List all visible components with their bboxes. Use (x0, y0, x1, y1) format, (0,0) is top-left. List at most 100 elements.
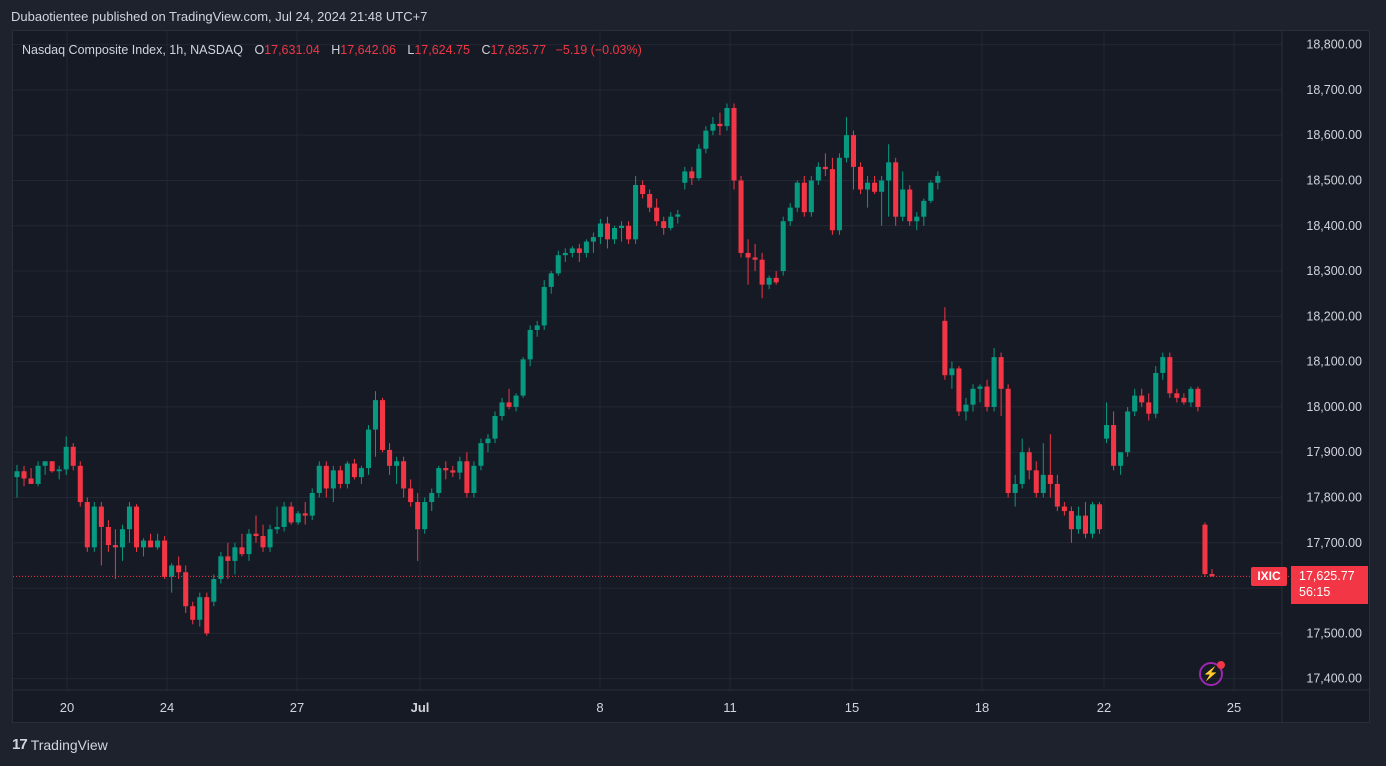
candle-body (661, 221, 667, 229)
candle-body (499, 402, 505, 416)
lightning-icon[interactable]: ⚡ (1199, 662, 1223, 686)
candle-body (984, 386, 990, 407)
candle-body (394, 461, 400, 466)
symbol-tag: IXIC (1251, 567, 1287, 586)
candle-body (190, 606, 196, 620)
candle-body (218, 556, 224, 580)
candle-body (379, 400, 386, 450)
candle-body (1082, 515, 1089, 534)
candle-body (1096, 504, 1103, 530)
candle-body (794, 182, 800, 208)
candle-body (21, 471, 27, 479)
publish-text: Dubaotientee published on TradingView.co… (11, 9, 428, 24)
candle-body (162, 540, 168, 577)
legend-high-value: 17,642.06 (340, 43, 396, 57)
candle-body (239, 547, 245, 555)
candle-body (267, 529, 273, 548)
candle-body (1026, 452, 1032, 471)
candle-body (668, 216, 674, 229)
candle-body (703, 130, 709, 149)
candle-body (91, 506, 97, 548)
candle-body (337, 470, 343, 484)
candle-body (977, 386, 983, 389)
candle-body (358, 468, 364, 478)
y-tick-label: 18,600.00 (1306, 128, 1362, 142)
candle-body (956, 368, 962, 412)
legend-low-value: 17,624.75 (414, 43, 470, 57)
candle-body (112, 545, 118, 548)
candle-body (808, 180, 814, 213)
candle-body (843, 135, 850, 158)
candle-body (63, 446, 69, 470)
candle-body (527, 329, 533, 360)
candle-body (351, 463, 357, 478)
candle-body (907, 189, 913, 222)
candle-body (56, 469, 62, 472)
candle-body (288, 506, 294, 523)
candle-body (14, 471, 20, 478)
candle-body (928, 182, 934, 201)
candle-body (900, 189, 906, 217)
candle-body (633, 184, 639, 240)
candle-body (1139, 395, 1145, 403)
candle-body (1195, 388, 1201, 407)
y-tick-label: 18,800.00 (1306, 38, 1362, 52)
y-tick-label: 17,900.00 (1306, 445, 1362, 459)
candle-body (998, 357, 1004, 389)
tradingview-logo-icon[interactable]: 17 (12, 736, 28, 753)
candle-body (148, 540, 154, 548)
candle-body (387, 449, 393, 466)
y-tick-label: 18,700.00 (1306, 83, 1362, 97)
candle-body (401, 461, 407, 489)
candle-body (766, 277, 772, 285)
candle-body (42, 461, 48, 466)
candle-body (316, 465, 322, 493)
candle-body (738, 180, 744, 253)
candle-body (274, 526, 280, 530)
candle-body (626, 225, 632, 240)
candle-body (640, 184, 646, 195)
legend-open-value: 17,631.04 (264, 43, 320, 57)
candle-body (689, 171, 695, 179)
candle-body (1181, 397, 1187, 403)
candle-body (590, 237, 596, 242)
x-tick-label: Jul (411, 700, 430, 715)
x-tick-label: 8 (596, 700, 603, 715)
legend-open-label: O (254, 43, 265, 57)
candle-body (372, 400, 379, 430)
candle-body (857, 166, 864, 190)
candle-body (935, 175, 941, 183)
x-tick-label: 22 (1097, 700, 1111, 715)
candle-body (323, 465, 329, 489)
legend-close-value: 17,625.77 (490, 43, 547, 57)
candle-body (260, 536, 266, 548)
candle-body (991, 357, 997, 407)
candle-body (1040, 474, 1046, 493)
y-tick-label: 18,100.00 (1306, 355, 1362, 369)
candle-body (197, 597, 203, 620)
candle-body (443, 468, 449, 471)
candle-body (365, 429, 372, 469)
y-tick-label: 18,000.00 (1306, 400, 1362, 414)
candle-body (176, 565, 182, 573)
candle-body (302, 513, 308, 516)
candle-body (759, 259, 765, 285)
legend-symbol[interactable]: Nasdaq Composite Index, 1h, NASDAQ (22, 43, 243, 57)
candle-body (429, 492, 435, 503)
candle-body (155, 540, 161, 548)
candle-body (140, 540, 147, 548)
candle-body (513, 395, 519, 407)
brand-name[interactable]: TradingView (30, 736, 108, 753)
candle-body (1104, 425, 1110, 439)
candle-body (330, 470, 336, 489)
candle-body (464, 461, 470, 493)
candle-body (1061, 506, 1067, 512)
candle-body (119, 529, 125, 548)
candle-body (1111, 425, 1117, 466)
candle-body (717, 123, 723, 127)
candle-body (204, 597, 210, 634)
candle-body (801, 182, 807, 213)
chart-panel[interactable] (12, 30, 1370, 723)
legend-close-label: C (481, 43, 491, 57)
